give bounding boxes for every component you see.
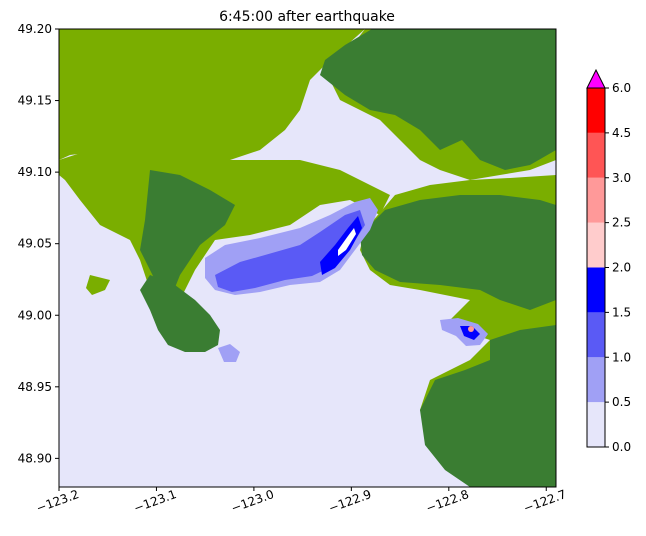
plot-frame (58, 28, 557, 488)
inundation-spot-point-roberts (218, 344, 240, 362)
x-axis: −123.2 −123.1 −123.0 −122.9 −122.8 −122.7 (34, 487, 568, 515)
colorbar-tick-label: 0.0 (612, 440, 631, 454)
inundation-band-1.5 (320, 216, 362, 275)
colorbar: 0.0 0.5 1.0 1.5 2.0 2.5 3.0 4.5 6.0 (586, 68, 631, 454)
colorbar-band (587, 267, 605, 313)
colorbar-tick-label: 1.0 (612, 350, 631, 364)
y-tick-label: 49.20 (18, 22, 52, 36)
x-tick-label: −123.2 (34, 487, 81, 515)
point-roberts (140, 275, 220, 352)
x-tick-label: −123.0 (229, 487, 276, 515)
colorbar-band (587, 357, 605, 403)
colorbar-band (587, 88, 605, 133)
colorbar-tick-label: 0.5 (612, 395, 631, 409)
inundation-band-1.0 (215, 210, 365, 292)
y-tick-label: 49.15 (18, 94, 52, 108)
x-tick-label: −122.8 (424, 487, 471, 515)
colorbar-band (587, 132, 605, 178)
colorbar-tick-label: 2.0 (612, 261, 631, 275)
upland-southeast (360, 195, 556, 310)
colorbar-tick-label: 1.5 (612, 305, 631, 319)
x-tick-label: −122.9 (327, 487, 374, 515)
colorbar-band (587, 402, 605, 447)
lowland-delta (59, 150, 390, 320)
colorbar-tick-label: 2.5 (612, 216, 631, 230)
upland-delta (140, 170, 235, 300)
colorbar-extend-max (586, 68, 606, 89)
lowland-north (59, 29, 365, 160)
y-tick-label: 49.05 (18, 237, 52, 251)
colorbar-tick-label: 3.0 (612, 171, 631, 185)
upland-northeast (320, 29, 556, 170)
chart-title: 6:45:00 after earthquake (219, 9, 395, 25)
x-tick-label: −123.1 (132, 487, 179, 515)
y-tick-label: 48.90 (18, 451, 52, 465)
x-tick-label: −122.7 (522, 487, 569, 515)
y-tick-label: 48.95 (18, 380, 52, 394)
inundation-band-2.0-plus (338, 228, 356, 256)
colorbar-band (587, 222, 605, 268)
inundation-spot-east-inner (460, 326, 480, 340)
colorbar-tick-label: 4.5 (612, 126, 631, 140)
inundation-peak-marker (468, 326, 474, 332)
colorbar-tick-label: 6.0 (612, 81, 631, 95)
colorbar-band (587, 312, 605, 358)
upland-southeast-lower (420, 325, 556, 487)
y-axis: 48.90 48.95 49.00 49.05 49.10 49.15 49.20 (18, 22, 59, 465)
y-tick-label: 49.10 (18, 165, 52, 179)
tsawwassen-strip (86, 275, 110, 295)
y-tick-label: 49.00 (18, 308, 52, 322)
map-area (59, 29, 556, 487)
colorbar-band (587, 177, 605, 223)
